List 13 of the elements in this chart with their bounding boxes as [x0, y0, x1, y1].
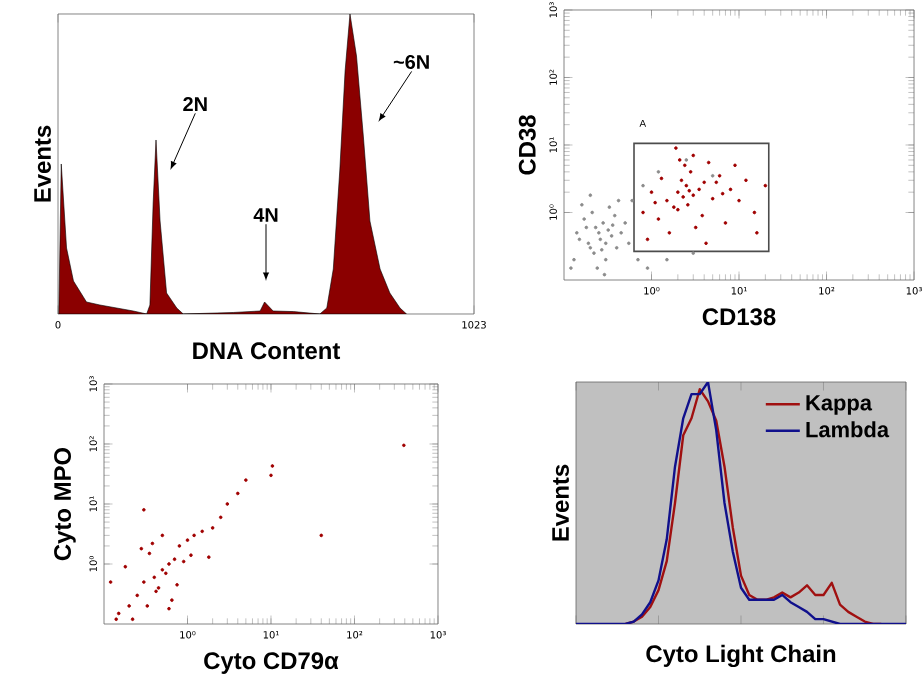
y-axis-title: Events: [34, 125, 51, 202]
x-axis-title: Cyto CD79α: [204, 652, 339, 674]
x-axis-title: CD138: [702, 308, 776, 326]
annotation: ~6N: [393, 54, 429, 70]
legend-label: Lambda: [806, 421, 890, 438]
annotation: 2N: [183, 97, 207, 111]
annotation: 4N: [253, 208, 278, 222]
x-axis-title: Cyto Light Chain: [646, 644, 836, 668]
y-axis-title: CD38: [518, 115, 536, 175]
legend-label: Kappa: [806, 395, 873, 415]
y-axis-title: Cyto MPO: [54, 447, 76, 561]
x-axis-title: DNA Content: [193, 342, 341, 360]
y-axis-title: Events: [552, 464, 569, 541]
